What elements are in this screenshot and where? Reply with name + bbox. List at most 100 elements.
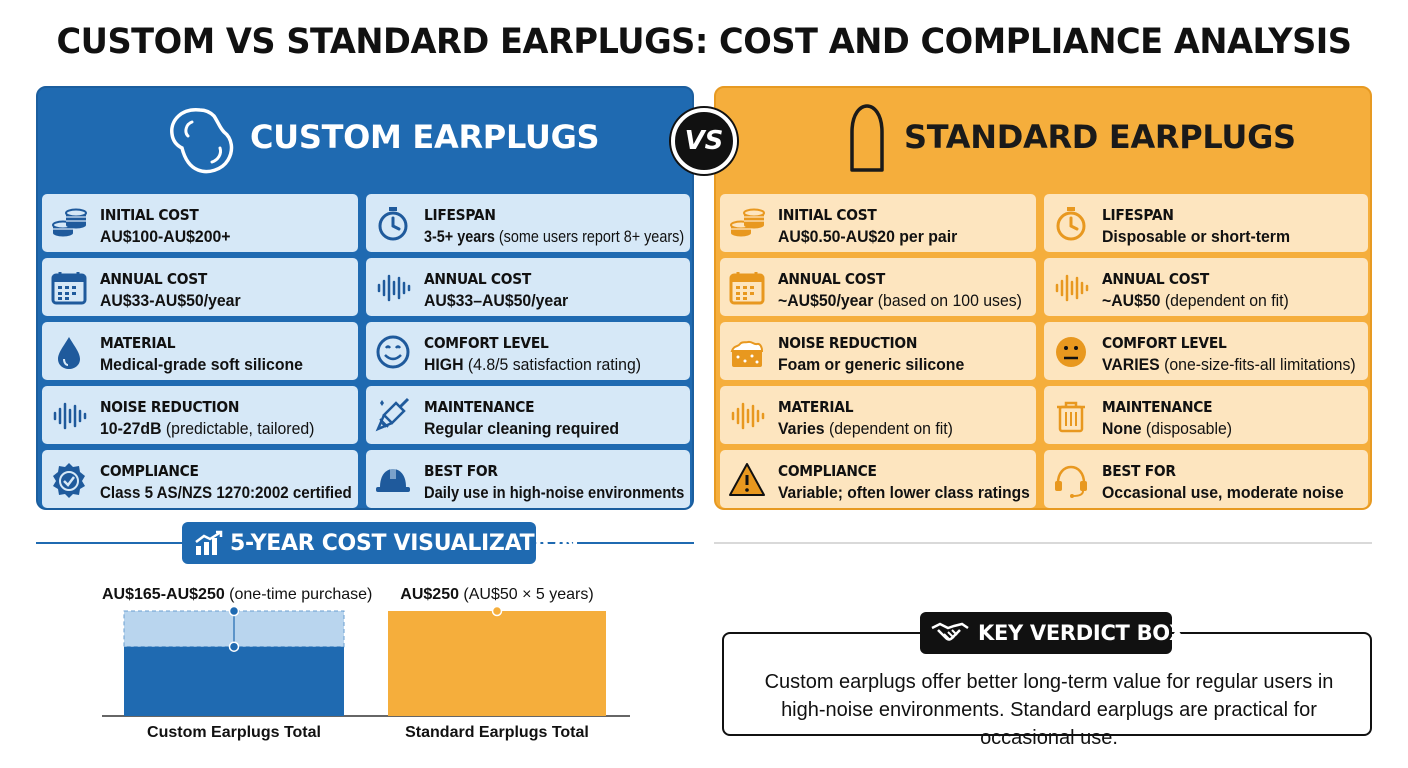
card-value-note: (predictable, tailored) xyxy=(161,419,315,438)
coins-icon xyxy=(730,208,765,237)
cleaning-brush-icon xyxy=(375,397,410,432)
card-value-note: (based on 100 uses) xyxy=(873,291,1022,310)
foam-icon xyxy=(730,340,764,367)
card-value-main: Medical-grade soft silicone xyxy=(100,355,303,374)
card-label: MATERIAL xyxy=(100,334,176,352)
info-card-noise-reduction: NOISE REDUCTION 10-27dB (predictable, tai… xyxy=(42,386,358,444)
info-card-initial-cost: INITIAL COST AU$100-AU$200+ xyxy=(42,194,358,252)
standard-panel-title: STANDARD EARPLUGS xyxy=(904,118,1296,156)
verdict-text: Custom earplugs offer better long-term v… xyxy=(764,671,1334,749)
card-label: BEST FOR xyxy=(1102,462,1176,480)
info-card-best-for: BEST FOR Daily use in high-noise environm… xyxy=(366,450,690,508)
standard-cards-grid: INITIAL COST AU$0.50-AU$20 per pair LIFESP… xyxy=(716,188,1370,508)
card-value-main: None xyxy=(1102,419,1142,438)
vs-badge: VS xyxy=(671,108,737,174)
info-card-annual-cost: ANNUAL COST ~AU$50 (dependent on fit) xyxy=(1044,258,1368,316)
range-marker-upper-0 xyxy=(228,605,240,617)
card-value: AU$33-AU$50/year xyxy=(100,291,241,311)
card-value: ~AU$50/year (based on 100 uses) xyxy=(778,291,1022,311)
card-value-main: ~AU$50/year xyxy=(778,291,874,310)
custom-earplugs-panel: CUSTOM EARPLUGS INITIAL COST AU$100-AU$20… xyxy=(36,86,694,510)
card-value: ~AU$50 (dependent on fit) xyxy=(1102,291,1289,311)
card-label: INITIAL COST xyxy=(100,206,199,224)
card-value: 3-5+ years (some users report 8+ years) xyxy=(424,227,684,247)
card-value: Disposable or short-term xyxy=(1102,227,1290,247)
certified-badge-icon xyxy=(53,463,85,498)
info-card-lifespan: LIFESPAN Disposable or short-term xyxy=(1044,194,1368,252)
card-label: COMFORT LEVEL xyxy=(424,334,549,352)
standard-earplugs-panel: STANDARD EARPLUGS INITIAL COST AU$0.50-AU… xyxy=(714,86,1372,510)
card-label: ANNUAL COST xyxy=(778,270,886,288)
card-value-main: Varies xyxy=(778,419,825,438)
cost-bar-chart: AU$165-AU$250 (one-time purchase) Custom … xyxy=(102,586,630,741)
card-label: LIFESPAN xyxy=(1102,206,1174,224)
card-label: NOISE REDUCTION xyxy=(100,398,240,416)
card-label: ANNUAL COST xyxy=(424,270,532,288)
data-label-1: AU$250 (AU$50 × 5 years) xyxy=(400,586,593,603)
info-card-compliance: COMPLIANCE Class 5 AS/NZS 1270:2002 certi… xyxy=(42,450,358,508)
card-value-main: Daily use in high-noise environments xyxy=(424,483,685,502)
custom-cards-grid: INITIAL COST AU$100-AU$200+ LIFESPAN 3-5+ y… xyxy=(38,188,692,508)
card-value: Varies (dependent on fit) xyxy=(778,419,953,439)
info-card-lifespan: LIFESPAN 3-5+ years (some users report 8+… xyxy=(366,194,690,252)
handshake-icon xyxy=(931,622,969,641)
sound-wave-icon xyxy=(1055,274,1089,302)
calendar-icon xyxy=(729,272,765,305)
card-value: None (disposable) xyxy=(1102,419,1232,439)
card-value-note: (disposable) xyxy=(1141,419,1233,438)
card-label: ANNUAL COST xyxy=(1102,270,1210,288)
card-value: Foam or generic silicone xyxy=(778,355,964,375)
range-marker-lower-0 xyxy=(228,641,240,652)
card-label: INITIAL COST xyxy=(778,206,877,224)
info-card-initial-cost: INITIAL COST AU$0.50-AU$20 per pair xyxy=(720,194,1036,252)
category-label-1: Standard Earplugs Total xyxy=(405,724,589,741)
info-card-annual-cost: ANNUAL COST AU$33-AU$50/year xyxy=(42,258,358,316)
card-value-main: ~AU$50 xyxy=(1102,291,1161,310)
info-card-material: MATERIAL Varies (dependent on fit) xyxy=(720,386,1036,444)
card-value-main: HIGH xyxy=(424,355,464,374)
card-value-note: (some users report 8+ years) xyxy=(494,227,685,246)
card-label: BEST FOR xyxy=(424,462,498,480)
bar-0 xyxy=(124,646,344,716)
card-value-note: (dependent on fit) xyxy=(1160,291,1289,310)
info-card-annual-cost: ANNUAL COST ~AU$50/year (based on 100 use… xyxy=(720,258,1036,316)
card-value: Variable; often lower class ratings xyxy=(778,483,1030,503)
timer-icon xyxy=(378,207,408,241)
page-title: CUSTOM VS STANDARD EARPLUGS: COST AND CO… xyxy=(56,22,1352,62)
card-value: HIGH (4.8/5 satisfaction rating) xyxy=(424,355,641,375)
info-card-maintenance: MAINTENANCE Regular cleaning required xyxy=(366,386,690,444)
card-value-main: 3-5+ years xyxy=(424,227,495,246)
card-value-main: AU$33–AU$50/year xyxy=(424,291,569,310)
custom-panel-title: CUSTOM EARPLUGS xyxy=(250,118,600,156)
standard-panel-header: STANDARD EARPLUGS xyxy=(716,88,1370,188)
info-card-comfort-level: COMFORT LEVEL HIGH (4.8/5 satisfaction ra… xyxy=(366,322,690,380)
warning-icon xyxy=(729,463,765,496)
info-card-best-for: BEST FOR Occasional use, moderate noise xyxy=(1044,450,1368,508)
ear-mold-icon xyxy=(170,108,234,174)
card-value-main: Regular cleaning required xyxy=(424,419,620,438)
info-card-noise-reduction: NOISE REDUCTION Foam or generic silicone xyxy=(720,322,1036,380)
info-card-compliance: COMPLIANCE Variable; often lower class ra… xyxy=(720,450,1036,508)
card-value: Occasional use, moderate noise xyxy=(1102,483,1344,503)
custom-panel-header: CUSTOM EARPLUGS xyxy=(38,88,692,188)
card-label: MAINTENANCE xyxy=(424,398,535,416)
neutral-face-icon xyxy=(1056,337,1086,367)
sound-wave-icon xyxy=(731,402,765,430)
card-value-note: (4.8/5 satisfaction rating) xyxy=(463,355,642,374)
hard-hat-icon xyxy=(376,469,410,492)
data-label-0: AU$165-AU$250 (one-time purchase) xyxy=(102,586,372,603)
viz-divider-right xyxy=(714,542,1372,544)
card-value: VARIES (one-size-fits-all limitations) xyxy=(1102,355,1356,375)
bar-1 xyxy=(388,611,606,716)
card-value-main: VARIES xyxy=(1102,355,1160,374)
droplet-icon xyxy=(58,337,80,369)
card-label: ANNUAL COST xyxy=(100,270,208,288)
timer-icon xyxy=(1056,207,1086,241)
info-card-material: MATERIAL Medical-grade soft silicone xyxy=(42,322,358,380)
cost-visualization-title: 5-YEAR COST VISUALIZATION xyxy=(230,531,579,556)
card-value-main: 10-27dB xyxy=(100,419,162,438)
card-value: 10-27dB (predictable, tailored) xyxy=(100,419,314,439)
foam-plug-icon xyxy=(850,104,884,172)
card-value-main: Foam or generic silicone xyxy=(778,355,965,374)
card-value-main: AU$0.50-AU$20 per pair xyxy=(778,227,958,246)
